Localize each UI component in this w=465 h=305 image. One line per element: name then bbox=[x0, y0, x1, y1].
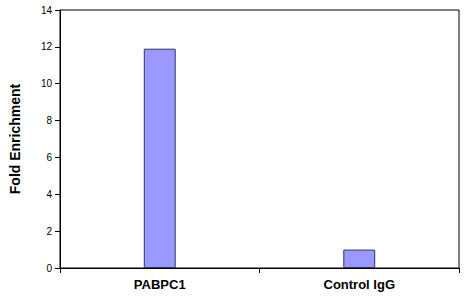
svg-text:Fold Enrichment: Fold Enrichment bbox=[7, 83, 23, 194]
svg-text:0: 0 bbox=[46, 263, 52, 274]
svg-text:4: 4 bbox=[46, 189, 52, 200]
svg-text:2: 2 bbox=[46, 226, 52, 237]
svg-text:PABPC1: PABPC1 bbox=[134, 277, 186, 292]
svg-text:Control IgG: Control IgG bbox=[324, 277, 396, 292]
svg-text:10: 10 bbox=[41, 78, 53, 89]
svg-text:12: 12 bbox=[41, 41, 53, 52]
svg-text:8: 8 bbox=[46, 115, 52, 126]
svg-text:6: 6 bbox=[46, 152, 52, 163]
svg-text:14: 14 bbox=[41, 5, 53, 16]
